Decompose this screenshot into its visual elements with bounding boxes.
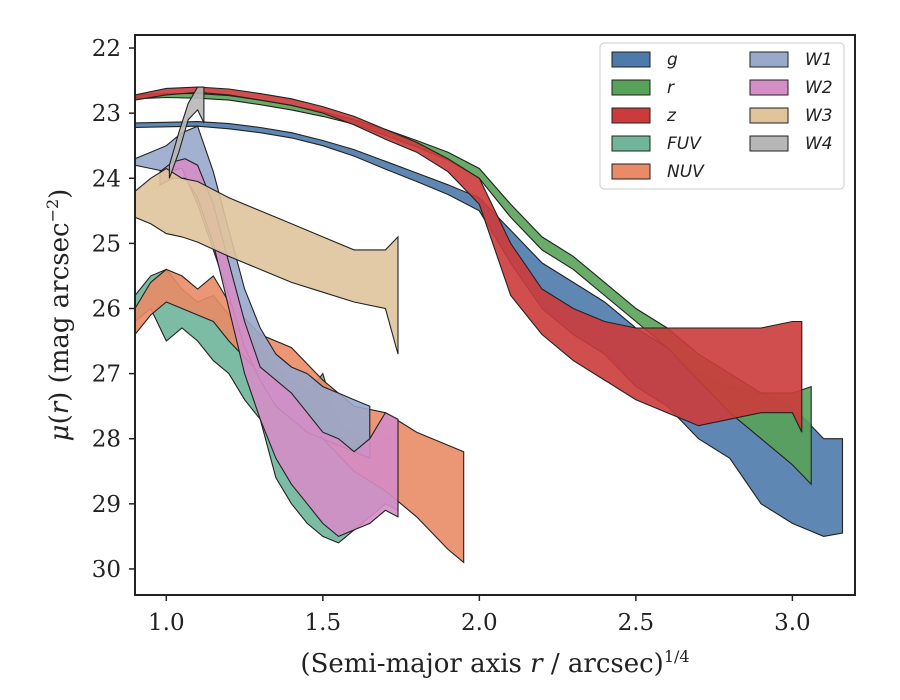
legend-swatch-w4 [749,135,789,152]
legend-swatch-r [611,79,651,96]
y-tick-label: 26 [92,296,121,322]
band-z [135,86,803,433]
x-tick-label: 2.0 [461,610,498,636]
legend-label-nuv: NUV [667,162,705,182]
y-tick-label: 29 [92,492,121,518]
band-g [135,121,844,537]
axis-ticks: 1.0 1.5 2.0 2.5 3.0 22 23 24 25 26 27 28 29 30 [92,36,811,636]
band-w3 [135,167,399,355]
band-w4 [168,86,205,179]
y-tick-label: 30 [92,557,121,583]
y-tick-label: 25 [92,231,121,257]
legend-swatch-nuv [611,163,651,180]
x-tick-label: 1.5 [305,610,342,636]
x-tick-label: 3.0 [774,610,811,636]
legend: grz FUV NUV W1 W2 W3 W4 [599,42,845,190]
y-tick-label: 23 [92,101,121,127]
plot-area [135,86,844,564]
legend-label-g: g [667,50,678,70]
legend-label-fuv: FUV [667,134,702,154]
legend-swatch-w2 [749,79,789,96]
legend-swatch-g [611,51,651,68]
y-axis-label: μ(r) (mag arcsec−2) [43,189,75,442]
y-tick-label: 27 [92,362,121,388]
x-tick-label: 2.5 [618,610,655,636]
y-tick-label: 28 [92,427,121,453]
legend-swatch-fuv [611,135,651,152]
band-nuv [135,268,465,564]
x-tick-label: 1.0 [148,610,185,636]
legend-label-w3: W3 [805,106,833,126]
legend-swatch-z [611,107,651,124]
legend-label-r: r [667,78,675,98]
legend-swatch-w3 [749,107,789,124]
axes-frame [134,34,856,596]
x-axis-label: (Semi-major axis r / arcsec)1/4 [300,647,689,679]
legend-label-z: z [666,106,677,126]
y-tick-label: 24 [92,166,121,192]
band-w2 [159,158,399,538]
legend-label-w2: W2 [805,78,833,98]
legend-swatch-w1 [749,51,789,68]
y-tick-label: 22 [92,36,121,62]
legend-label-w1: W1 [805,50,833,70]
legend-label-w4: W4 [805,134,833,154]
